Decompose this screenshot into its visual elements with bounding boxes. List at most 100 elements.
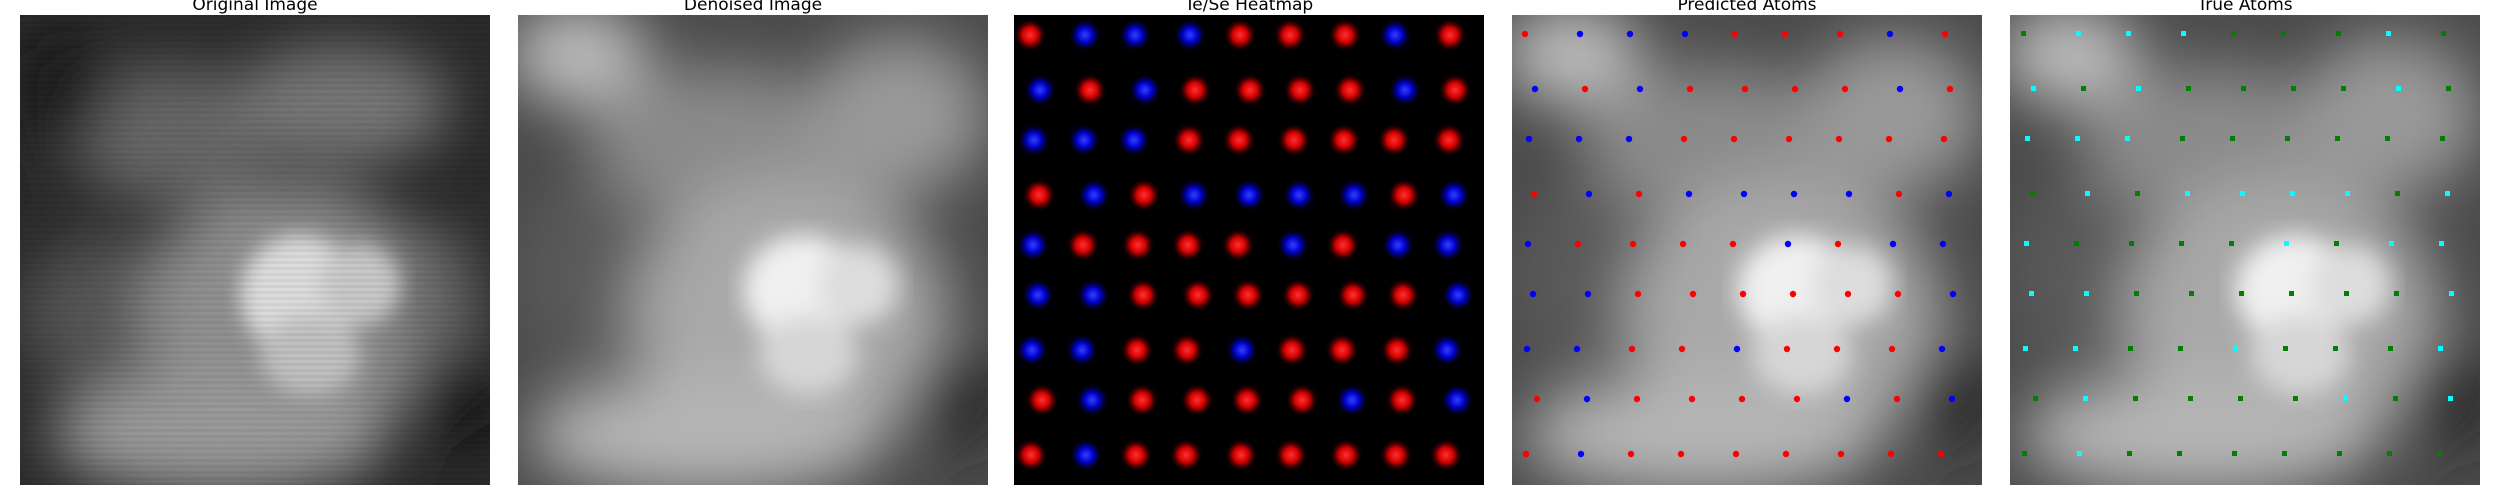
predicted-te-atom <box>1740 291 1746 297</box>
te-heat-spot <box>1281 278 1315 312</box>
te-heat-spot <box>1329 438 1363 472</box>
te-heat-spot <box>1386 278 1420 312</box>
true-atom-green <box>2134 291 2139 296</box>
true-atom-green <box>2388 346 2393 351</box>
true-atom-green <box>2180 136 2185 141</box>
true-atom-green <box>2232 451 2237 456</box>
te-heat-spot <box>1180 383 1214 417</box>
predicted-se-atom <box>1530 291 1536 297</box>
true-atom-green <box>2022 451 2027 456</box>
true-atom-cyan <box>2445 191 2450 196</box>
true-atom-cyan <box>2076 31 2081 36</box>
te-heat-spot <box>1379 438 1413 472</box>
te-heat-spot <box>1126 278 1160 312</box>
te-heat-spot <box>1233 73 1267 107</box>
se-heat-spot <box>1075 383 1109 417</box>
predicted-se-atom <box>1939 346 1945 352</box>
predicted-te-atom <box>1845 291 1851 297</box>
predicted-se-atom <box>1578 451 1584 457</box>
te-heat-spot <box>1120 333 1154 367</box>
true-atom-cyan <box>2448 396 2453 401</box>
predicted-se-atom <box>1627 31 1633 37</box>
predicted-atoms-plot <box>1512 15 1982 485</box>
predicted-te-atom <box>1794 396 1800 402</box>
te-heat-spot <box>1433 18 1467 52</box>
true-atom-green <box>2441 31 2446 36</box>
te-heat-spot <box>1231 278 1265 312</box>
se-heat-spot <box>1076 278 1110 312</box>
true-atom-green <box>2129 241 2134 246</box>
true-atom-green <box>2333 346 2338 351</box>
predicted-se-atom <box>1585 291 1591 297</box>
te-heat-spot <box>1326 228 1360 262</box>
predicted-se-atom <box>1897 86 1903 92</box>
panel-title: True Atoms <box>2010 0 2480 12</box>
true-atom-cyan <box>2439 241 2444 246</box>
predicted-se-atom <box>1576 136 1582 142</box>
predicted-se-atom <box>1946 191 1952 197</box>
predicted-se-atom <box>1584 396 1590 402</box>
predicted-te-atom <box>1896 191 1902 197</box>
predicted-te-atom <box>1842 86 1848 92</box>
predicted-te-atom <box>1938 451 1944 457</box>
se-heat-spot <box>1232 178 1266 212</box>
true-atom-green <box>2186 86 2191 91</box>
true-atom-cyan <box>2075 136 2080 141</box>
te-heat-spot <box>1429 438 1463 472</box>
true-atom-green <box>2341 86 2346 91</box>
true-atom-green <box>2281 31 2286 36</box>
predicted-te-atom <box>1575 241 1581 247</box>
true-atom-green <box>2385 136 2390 141</box>
true-atom-green <box>2081 86 2086 91</box>
predicted-se-atom <box>1526 136 1532 142</box>
te-heat-spot <box>1025 383 1059 417</box>
te-heat-spot <box>1014 438 1048 472</box>
predicted-te-atom <box>1889 346 1895 352</box>
predicted-se-atom <box>1741 191 1747 197</box>
predicted-se-atom <box>1887 31 1893 37</box>
true-atom-green <box>2021 31 2026 36</box>
te-heat-spot <box>1377 123 1411 157</box>
predicted-te-atom <box>1634 396 1640 402</box>
te-heat-spot <box>1438 73 1472 107</box>
true-atom-cyan <box>2345 191 2350 196</box>
se-heat-spot <box>1016 228 1050 262</box>
predicted-te-atom <box>1835 241 1841 247</box>
se-heat-spot <box>1388 73 1422 107</box>
te-se-heatmap <box>1014 15 1484 485</box>
predicted-te-atom <box>1730 241 1736 247</box>
te-heat-spot <box>1170 333 1204 367</box>
te-heat-spot <box>1171 228 1205 262</box>
te-heat-spot <box>1385 383 1419 417</box>
te-heat-spot <box>1328 18 1362 52</box>
panel-title: Original Image <box>20 0 490 12</box>
predicted-te-atom <box>1522 31 1528 37</box>
te-heat-spot <box>1224 438 1258 472</box>
true-atom-green <box>2437 451 2442 456</box>
se-heat-spot <box>1440 383 1474 417</box>
predicted-te-atom <box>1784 346 1790 352</box>
predicted-te-atom <box>1635 291 1641 297</box>
se-heat-spot <box>1021 278 1055 312</box>
predicted-te-atom <box>1523 451 1529 457</box>
predicted-te-atom <box>1534 396 1540 402</box>
true-atom-green <box>2033 396 2038 401</box>
se-heat-spot <box>1378 18 1412 52</box>
te-heat-spot <box>1283 73 1317 107</box>
te-heat-spot <box>1014 18 1047 52</box>
te-heat-spot <box>1119 438 1153 472</box>
predicted-se-atom <box>1577 31 1583 37</box>
true-atom-green <box>2238 396 2243 401</box>
true-atom-green <box>2283 346 2288 351</box>
panel-title: Denoised Image <box>518 0 988 12</box>
predicted-te-atom <box>1783 451 1789 457</box>
predicted-te-atom <box>1886 136 1892 142</box>
se-heat-spot <box>1225 333 1259 367</box>
te-heat-spot <box>1127 178 1161 212</box>
predicted-se-atom <box>1637 86 1643 92</box>
te-heat-spot <box>1022 178 1056 212</box>
predicted-se-atom <box>1626 136 1632 142</box>
predicted-te-atom <box>1690 291 1696 297</box>
predicted-te-atom <box>1731 136 1737 142</box>
te-heat-spot <box>1172 123 1206 157</box>
